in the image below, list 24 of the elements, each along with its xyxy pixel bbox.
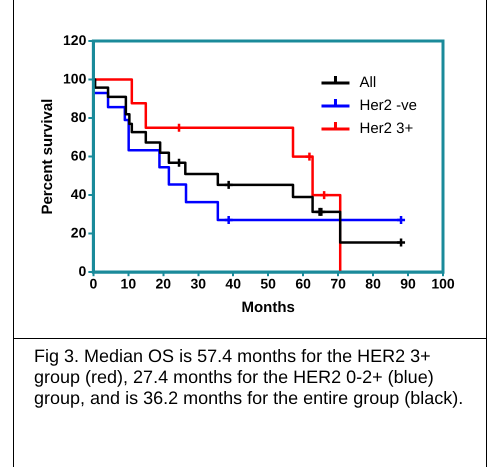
x-tick-label: 90 <box>400 275 416 292</box>
legend-label: Her2 3+ <box>359 120 414 138</box>
y-tick-label: 40 <box>70 186 87 202</box>
x-tick-label: 20 <box>156 275 172 292</box>
y-axis-title: Percent survival <box>39 98 56 215</box>
x-tick-label: 30 <box>190 275 206 292</box>
y-tick-label: 60 <box>70 147 87 164</box>
x-tick-label: 70 <box>330 275 346 292</box>
x-axis-title: Months <box>242 299 295 316</box>
legend-label: All <box>359 74 376 92</box>
x-tick-label: 10 <box>120 275 136 292</box>
legend-label: Her2 -ve <box>359 97 418 114</box>
x-tick-label: 80 <box>365 275 382 292</box>
x-tick-label: 100 <box>431 275 455 292</box>
y-tick-label: 0 <box>78 263 87 280</box>
y-tick-label: 100 <box>63 70 87 86</box>
caption: Fig 3. Median OS is 57.4 months for the HER2 3+ group (red), 27.4 months for the HER2 0-2+ (blue) group, and is 36.2 months for the entire group (black). <box>34 346 464 409</box>
x-tick-label: 40 <box>225 275 242 292</box>
x-tick-label: 50 <box>260 275 276 292</box>
y-tick-label: 20 <box>70 224 87 241</box>
y-tick-label: 120 <box>63 32 87 48</box>
x-tick-label: 60 <box>295 275 312 292</box>
y-tick-label: 80 <box>70 108 87 125</box>
x-tick-label: 0 <box>89 275 98 292</box>
